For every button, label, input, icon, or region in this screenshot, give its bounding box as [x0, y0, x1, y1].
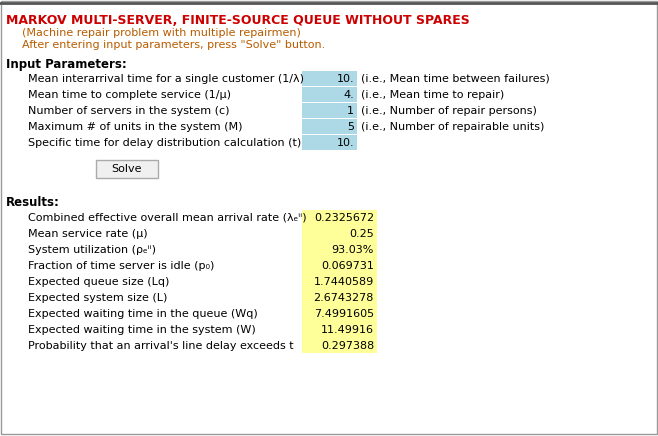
Text: 0.25: 0.25 [349, 228, 374, 238]
Text: System utilization (ρₑⁱⁱ): System utilization (ρₑⁱⁱ) [28, 245, 156, 255]
Text: Number of servers in the system (c): Number of servers in the system (c) [28, 106, 230, 116]
Text: (i.e., Number of repairable units): (i.e., Number of repairable units) [361, 122, 544, 132]
Text: 5: 5 [347, 122, 354, 132]
Text: Mean service rate (μ): Mean service rate (μ) [28, 228, 147, 238]
Text: Combined effective overall mean arrival rate (λₑⁱⁱ): Combined effective overall mean arrival … [28, 212, 307, 222]
Text: 10.: 10. [336, 137, 354, 147]
FancyBboxPatch shape [302, 135, 357, 150]
Text: Expected waiting time in the system (W): Expected waiting time in the system (W) [28, 324, 256, 334]
FancyBboxPatch shape [302, 103, 357, 118]
Text: 93.03%: 93.03% [332, 245, 374, 255]
Text: 0.069731: 0.069731 [321, 260, 374, 270]
Text: Maximum # of units in the system (M): Maximum # of units in the system (M) [28, 122, 243, 132]
Text: 0.2325672: 0.2325672 [314, 212, 374, 222]
Text: Fraction of time server is idle (p₀): Fraction of time server is idle (p₀) [28, 260, 215, 270]
Text: Mean interarrival time for a single customer (1/λ): Mean interarrival time for a single cust… [28, 74, 304, 84]
Text: Solve: Solve [112, 164, 142, 174]
Text: Specific time for delay distribution calculation (t): Specific time for delay distribution cal… [28, 137, 301, 147]
Text: Input Parameters:: Input Parameters: [6, 58, 127, 71]
Text: After entering input parameters, press "Solve" button.: After entering input parameters, press "… [22, 40, 325, 50]
FancyBboxPatch shape [302, 119, 357, 134]
Text: MARKOV MULTI-SERVER, FINITE-SOURCE QUEUE WITHOUT SPARES: MARKOV MULTI-SERVER, FINITE-SOURCE QUEUE… [6, 14, 470, 27]
Text: (Machine repair problem with multiple repairmen): (Machine repair problem with multiple re… [22, 28, 301, 38]
FancyBboxPatch shape [302, 210, 377, 353]
Text: 11.49916: 11.49916 [321, 324, 374, 334]
Text: Expected system size (L): Expected system size (L) [28, 293, 167, 303]
Text: 10.: 10. [336, 74, 354, 84]
Text: Probability that an arrival's line delay exceeds t: Probability that an arrival's line delay… [28, 341, 293, 351]
Text: Results:: Results: [6, 196, 60, 209]
Text: Mean time to complete service (1/μ): Mean time to complete service (1/μ) [28, 89, 231, 99]
Text: 1: 1 [347, 106, 354, 116]
Text: Expected queue size (Lq): Expected queue size (Lq) [28, 276, 169, 286]
Text: (i.e., Number of repair persons): (i.e., Number of repair persons) [361, 106, 537, 116]
Text: 2.6743278: 2.6743278 [314, 293, 374, 303]
Text: 7.4991605: 7.4991605 [314, 309, 374, 319]
Text: Expected waiting time in the queue (Wq): Expected waiting time in the queue (Wq) [28, 309, 258, 319]
Text: 4.: 4. [343, 89, 354, 99]
Text: (i.e., Mean time to repair): (i.e., Mean time to repair) [361, 89, 504, 99]
Text: 1.7440589: 1.7440589 [314, 276, 374, 286]
Text: 0.297388: 0.297388 [320, 341, 374, 351]
Text: (i.e., Mean time between failures): (i.e., Mean time between failures) [361, 74, 549, 84]
FancyBboxPatch shape [96, 160, 158, 178]
FancyBboxPatch shape [302, 87, 357, 102]
FancyBboxPatch shape [302, 71, 357, 86]
